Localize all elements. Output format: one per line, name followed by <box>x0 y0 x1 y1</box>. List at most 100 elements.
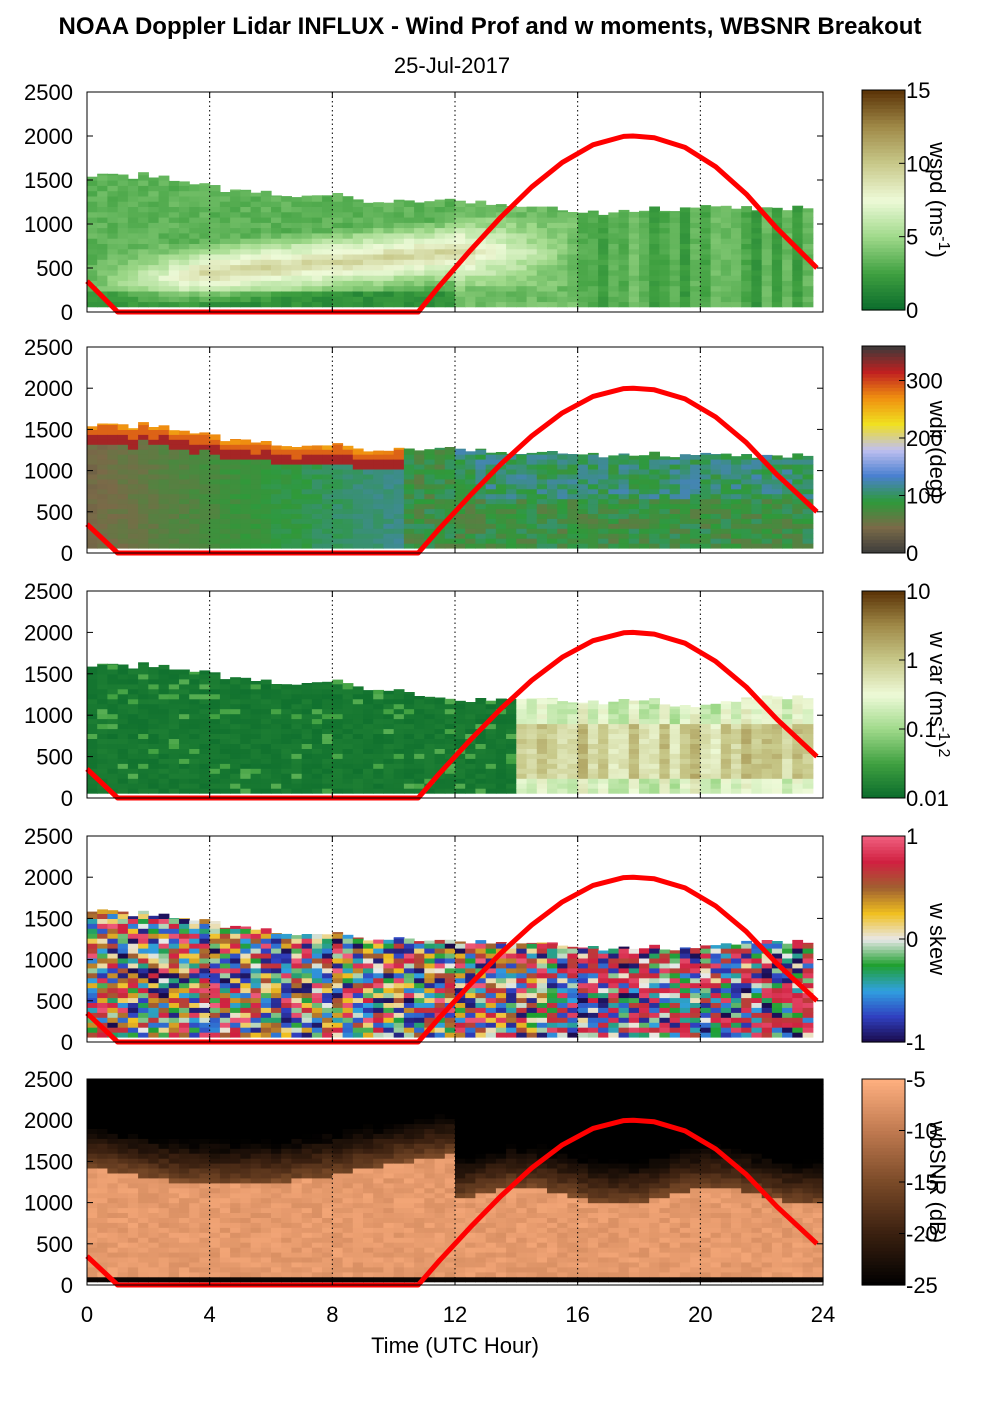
heatmap-cell <box>97 698 108 705</box>
heatmap-cell <box>577 212 589 218</box>
heatmap-cell <box>659 238 671 244</box>
heatmap-cell <box>649 528 660 534</box>
heatmap-cell <box>639 269 650 276</box>
heatmap-cell <box>97 693 108 700</box>
heatmap-cell <box>219 778 231 784</box>
colorbar-step <box>862 229 905 234</box>
y-tick-label: 2500 <box>24 579 73 604</box>
heatmap-cell <box>485 264 497 271</box>
heatmap-cell <box>567 713 579 720</box>
heatmap-cell <box>792 206 804 213</box>
heatmap-cell <box>117 478 129 485</box>
heatmap-cell <box>179 227 190 234</box>
heatmap-cell <box>741 508 752 514</box>
heatmap-cell <box>199 703 211 710</box>
heatmap-cell <box>260 783 272 789</box>
heatmap-cell <box>649 275 660 281</box>
heatmap-cell <box>189 693 200 700</box>
heatmap-cell <box>87 434 98 440</box>
heatmap-cell <box>639 528 650 534</box>
heatmap-cell <box>260 763 272 769</box>
heatmap-cell <box>639 758 650 764</box>
heatmap-cell <box>97 683 108 690</box>
heatmap-cell <box>455 763 466 769</box>
heatmap-cell <box>373 533 384 539</box>
heatmap-cell <box>669 211 681 218</box>
heatmap-cell <box>301 523 313 529</box>
heatmap-cell <box>567 232 579 239</box>
heatmap-cell <box>649 758 660 764</box>
heatmap-cell <box>639 459 650 465</box>
heatmap-cell <box>393 758 405 764</box>
heatmap-cell <box>168 768 180 774</box>
heatmap-cell <box>291 528 303 534</box>
heatmap-cell <box>148 185 160 192</box>
heatmap-cell <box>342 758 354 764</box>
heatmap-cell <box>771 518 783 524</box>
heatmap-cell <box>751 703 763 710</box>
heatmap-cell <box>301 758 313 764</box>
heatmap-cell <box>700 523 712 529</box>
heatmap-cell <box>219 264 231 271</box>
heatmap-cell <box>107 1027 119 1033</box>
heatmap-cell <box>260 280 272 287</box>
heatmap-cell <box>148 528 160 534</box>
heatmap-cell <box>792 718 804 725</box>
heatmap-cell <box>403 454 415 460</box>
heatmap-cell <box>761 518 773 524</box>
heatmap-cell <box>301 483 313 490</box>
heatmap-cell <box>710 301 722 308</box>
heatmap-cell <box>97 953 108 959</box>
heatmap-cell <box>301 493 313 500</box>
heatmap-cell <box>761 503 773 510</box>
heatmap-cell <box>547 232 558 239</box>
heatmap-cell <box>720 518 732 524</box>
heatmap-cell <box>608 275 620 281</box>
heatmap-cell <box>148 1017 160 1023</box>
heatmap-cell <box>577 768 589 774</box>
heatmap-cell <box>148 478 160 485</box>
heatmap-cell <box>598 523 609 529</box>
heatmap-cell <box>322 201 333 207</box>
heatmap-cell <box>720 232 732 239</box>
heatmap-cell <box>792 748 804 754</box>
heatmap-cell <box>363 758 374 764</box>
heatmap-cell <box>577 498 589 505</box>
heatmap-cell <box>260 469 272 475</box>
heatmap-cell <box>577 290 589 297</box>
colorbar-label: wdir (deg) <box>925 400 950 499</box>
heatmap-cell <box>107 663 119 665</box>
heatmap-cell <box>363 503 374 510</box>
heatmap-cell <box>179 464 190 470</box>
heatmap-cell <box>649 523 660 529</box>
colorbar-step <box>862 698 905 702</box>
heatmap-cell <box>495 238 507 244</box>
heatmap-cell <box>179 190 190 197</box>
heatmap-cell <box>393 454 405 460</box>
heatmap-cell <box>138 693 149 700</box>
heatmap-cell <box>301 296 313 303</box>
heatmap-cell <box>679 518 691 524</box>
heatmap-cell <box>189 748 200 754</box>
heatmap-cell <box>669 743 681 749</box>
heatmap-cell <box>127 783 139 789</box>
heatmap-cell <box>761 533 773 539</box>
heatmap-cell <box>158 673 170 680</box>
heatmap-cell <box>526 778 538 784</box>
heatmap-cell <box>189 728 200 734</box>
heatmap-cell <box>720 718 732 725</box>
colorbar-step <box>862 687 905 692</box>
heatmap-cell <box>669 543 681 549</box>
heatmap-cell <box>751 301 763 308</box>
heatmap-cell <box>260 788 272 794</box>
heatmap-cell <box>291 543 303 549</box>
heatmap-cell <box>189 227 200 234</box>
heatmap-cell <box>751 280 763 287</box>
heatmap-cell <box>485 768 497 774</box>
heatmap-cell <box>567 264 579 271</box>
heatmap-cell <box>281 773 292 779</box>
heatmap-cell <box>240 678 252 685</box>
heatmap-cell <box>332 473 344 480</box>
heatmap-cell <box>148 201 160 207</box>
heatmap-cell <box>659 222 671 229</box>
